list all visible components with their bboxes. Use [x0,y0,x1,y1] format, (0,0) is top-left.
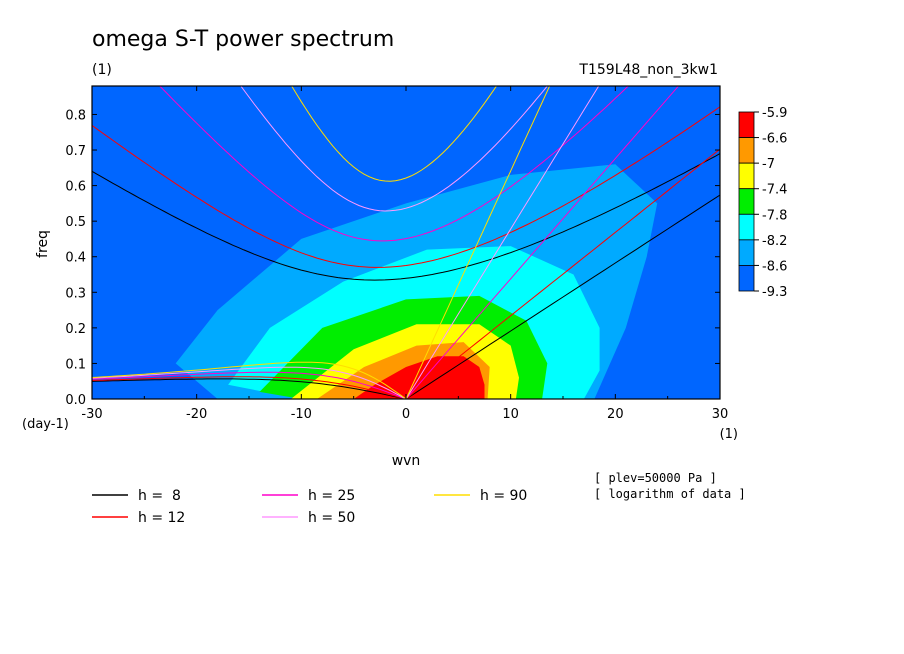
inertia-gravity-curve-2 [159,86,630,242]
inertia-gravity-curve-3 [240,86,548,212]
x-axis-ticks: -30 -20 -10 0 10 20 30 [81,86,728,422]
legend: h = 8 h = 12 h = 25 h = 50 h = 90 [92,488,527,526]
kelvin-curve-3 [405,86,600,399]
y-tick-label-7: 0.7 [65,144,86,159]
x-tick-label-1: -20 [186,407,207,422]
colorbar-label-0: -5.9 [762,106,787,121]
y-axis-unit: (day-1) [22,417,69,432]
colorbar-box-4 [738,213,755,241]
kelvin-curve-0 [405,194,720,399]
x-axis-unit: (1) [720,427,738,442]
kelvin-curve-2 [405,86,680,399]
x-axis-label: wvn [392,453,421,469]
y-tick-label-0: 0.0 [65,393,86,408]
colorbar-label-7: -9.3 [762,285,787,300]
kelvin-curve-4 [405,86,551,399]
inertia-gravity-curve-4 [291,86,498,182]
colorbar-box-6 [738,265,755,292]
colorbar-label-6: -8.6 [762,259,787,274]
y-tick-label-4: 0.4 [65,251,86,266]
kelvin-curve-1 [405,148,720,399]
colorbar-label-4: -7.8 [762,208,787,223]
dispersion-curves [92,86,720,399]
note-plev: [ plev=50000 Pa ] [594,471,717,485]
inertia-gravity-curve-0 [92,153,720,281]
rossby-curve-3 [92,366,407,399]
x-tick-label-0: -30 [81,407,102,422]
colorbar-box-5 [738,239,755,266]
colorbar-label-5: -8.2 [762,234,787,249]
inertia-gravity-curve-1 [92,106,720,268]
chart-subtitle-left: (1) [92,62,112,78]
y-tick-label-5: 0.5 [65,215,86,230]
colorbar-box-0 [738,111,755,138]
y-tick-label-8: 0.8 [65,108,86,123]
colorbar-label-1: -6.6 [762,132,787,147]
colorbar-box-3 [738,188,755,215]
chart-title: omega S-T power spectrum [92,27,394,52]
y-tick-label-6: 0.6 [65,180,86,195]
colorbar: -5.9 -6.6 -7 -7.4 -7.8 -8.2 -8.6 -9.3 [738,106,787,300]
note-log: [ logarithm of data ] [594,487,746,501]
x-tick-label-4: 10 [502,407,519,422]
contour-fills [175,164,658,399]
rossby-curve-0 [92,378,407,399]
colorbar-label-2: -7 [762,157,775,172]
y-tick-label-2: 0.2 [65,322,86,337]
x-tick-label-3: 0 [402,407,410,422]
chart-subtitle-right: T159L48_non_3kw1 [578,62,718,78]
rossby-curve-4 [92,361,407,399]
y-axis-label: freq [35,230,51,258]
legend-label-4: h = 90 [480,488,527,504]
colorbar-box-1 [738,137,755,164]
legend-label-3: h = 50 [308,510,355,526]
y-tick-label-3: 0.3 [65,286,86,301]
x-tick-label-2: -10 [291,407,312,422]
y-axis-ticks: 0.0 0.1 0.2 0.3 0.4 0.5 0.6 0.7 0.8 [65,108,720,408]
rossby-curve-1 [92,376,407,399]
rossby-curve-2 [92,371,407,399]
legend-label-0: h = 8 [138,488,181,504]
x-tick-label-6: 30 [712,407,729,422]
x-tick-label-5: 20 [607,407,624,422]
y-tick-label-1: 0.1 [65,357,86,372]
legend-label-1: h = 12 [138,510,185,526]
legend-label-2: h = 25 [308,488,355,504]
colorbar-box-2 [738,162,755,190]
colorbar-label-3: -7.4 [762,183,787,198]
